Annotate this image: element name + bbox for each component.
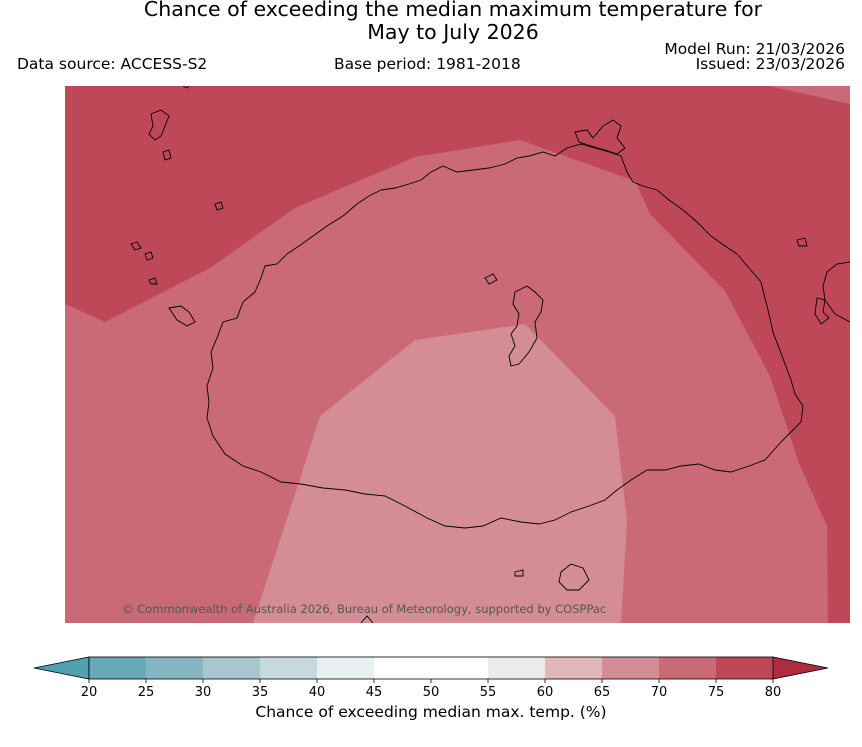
colorbar-tick-label: 50 (423, 685, 440, 700)
northwest-islet-1-coastline (162, 149, 172, 161)
colorbar-tick-label: 60 (537, 685, 554, 700)
colorbar-tick-label: 20 (81, 685, 98, 700)
colorbar-segment (431, 657, 489, 679)
colorbar-segment (89, 657, 147, 679)
colorbar-tick-label: 40 (309, 685, 326, 700)
central-island-coastline (508, 285, 544, 367)
south-island-coastline (558, 563, 590, 591)
issued-label: Issued: 23/03/2026 (695, 55, 845, 73)
small-islet-coastline (484, 273, 498, 285)
northwest-island-coastline (148, 109, 170, 141)
west-islet-1-coastline (130, 241, 142, 251)
colorbar-segment (545, 657, 603, 679)
colorbar-segment (260, 657, 318, 679)
colorbar-tick-label: 65 (594, 685, 611, 700)
bottom-islet-coastline (360, 615, 374, 623)
colorbar-segment (203, 657, 261, 679)
title-line-2: May to July 2026 (367, 20, 539, 44)
colorbar-segment (602, 657, 660, 679)
south-islet-coastline (514, 569, 524, 577)
northeast-islands-coastline (574, 119, 626, 155)
colorbar-segment (374, 657, 432, 679)
map-title: Chance of exceeding the median maximum t… (0, 0, 862, 44)
top-islet-coastline (182, 86, 190, 89)
base-period-label: Base period: 1981-2018 (334, 55, 521, 73)
main-island-coastline (206, 143, 804, 529)
east-island-coastline (822, 261, 850, 323)
colorbar-label: Chance of exceeding median max. temp. (%… (255, 703, 607, 721)
colorbar: 20 25 30 35 40 45 50 55 60 65 70 75 80 (33, 656, 829, 700)
band-70-75-corner (770, 86, 850, 104)
colorbar-tick-label: 70 (651, 685, 668, 700)
band-65-70 (253, 324, 627, 623)
coastline (130, 86, 850, 623)
copyright-text: © Commonwealth of Australia 2026, Bureau… (122, 602, 606, 616)
west-islet-3-coastline (148, 277, 158, 285)
colorbar-tick-label: 75 (708, 685, 725, 700)
colorbar-segment (659, 657, 717, 679)
colorbar-tick-label: 45 (366, 685, 383, 700)
colorbar-tick-label: 55 (480, 685, 497, 700)
colorbar-tick-label: 80 (765, 685, 782, 700)
colorbar-segment (146, 657, 204, 679)
model-run-label: Model Run: 21/03/2026 (664, 40, 845, 58)
colorbar-high-extend (772, 656, 829, 680)
west-island-coastline (168, 305, 196, 327)
east-islet-coastline (796, 237, 808, 247)
colorbar-segment (488, 657, 546, 679)
northwest-islet-2-coastline (214, 201, 224, 211)
colorbar-tick-label: 25 (138, 685, 155, 700)
colorbar-segment (317, 657, 375, 679)
forecast-map: © Commonwealth of Australia 2026, Bureau… (65, 86, 850, 623)
west-islet-2-coastline (144, 251, 154, 261)
southeast-island-coastline (814, 297, 830, 325)
colorbar-segment (716, 657, 774, 679)
colorbar-tick-label: 35 (252, 685, 269, 700)
colorbar-low-extend (33, 656, 90, 680)
colorbar-tick-label: 30 (195, 685, 212, 700)
title-line-1: Chance of exceeding the median maximum t… (143, 0, 763, 21)
data-source-label: Data source: ACCESS-S2 (17, 55, 208, 73)
